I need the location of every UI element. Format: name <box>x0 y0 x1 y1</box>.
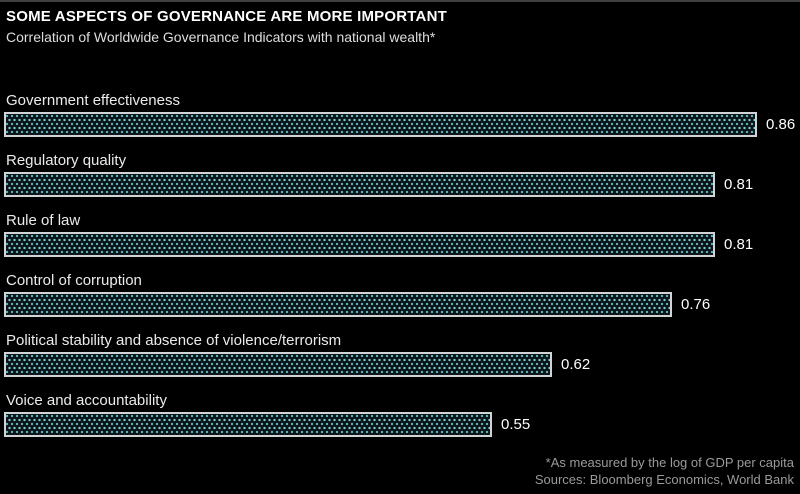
bar-value: 0.62 <box>561 356 591 373</box>
chart-title: SOME ASPECTS OF GOVERNANCE ARE MORE IMPO… <box>6 8 447 25</box>
bar-row: 0.62 <box>4 352 800 377</box>
footer: *As measured by the log of GDP per capit… <box>535 454 794 488</box>
category-label: Voice and accountability <box>6 392 167 409</box>
category-label: Political stability and absence of viole… <box>6 332 342 349</box>
bar-row: 0.76 <box>4 292 800 317</box>
bar-group: Control of corruption 0.76 <box>4 271 800 331</box>
bar-group: Regulatory quality 0.81 <box>4 151 800 211</box>
bar <box>4 292 672 317</box>
category-label: Regulatory quality <box>6 152 127 169</box>
chart-subtitle: Correlation of Worldwide Governance Indi… <box>6 29 436 45</box>
bar-row: 0.86 <box>4 112 800 137</box>
bar-value: 0.76 <box>681 296 711 313</box>
bar-chart: Government effectiveness 0.86 Regulatory… <box>4 91 800 451</box>
bar-row: 0.55 <box>4 412 800 437</box>
bar <box>4 232 715 257</box>
bar-group: Political stability and absence of viole… <box>4 331 800 391</box>
bar <box>4 412 492 437</box>
top-rule <box>0 0 800 2</box>
bar-value: 0.81 <box>724 176 754 193</box>
category-label: Rule of law <box>6 212 81 229</box>
category-label: Control of corruption <box>6 272 142 289</box>
bar-group: Voice and accountability 0.55 <box>4 391 800 451</box>
sources: Sources: Bloomberg Economics, World Bank <box>534 472 794 487</box>
bar <box>4 172 715 197</box>
bar <box>4 112 757 137</box>
bar-value: 0.81 <box>724 236 754 253</box>
footnote: *As measured by the log of GDP per capit… <box>545 455 794 470</box>
bar-value: 0.55 <box>501 416 531 433</box>
bar-value: 0.86 <box>766 116 796 133</box>
bar-row: 0.81 <box>4 172 800 197</box>
bar-row: 0.81 <box>4 232 800 257</box>
bar <box>4 352 552 377</box>
category-label: Government effectiveness <box>6 92 180 109</box>
bar-group: Rule of law 0.81 <box>4 211 800 271</box>
bar-group: Government effectiveness 0.86 <box>4 91 800 151</box>
